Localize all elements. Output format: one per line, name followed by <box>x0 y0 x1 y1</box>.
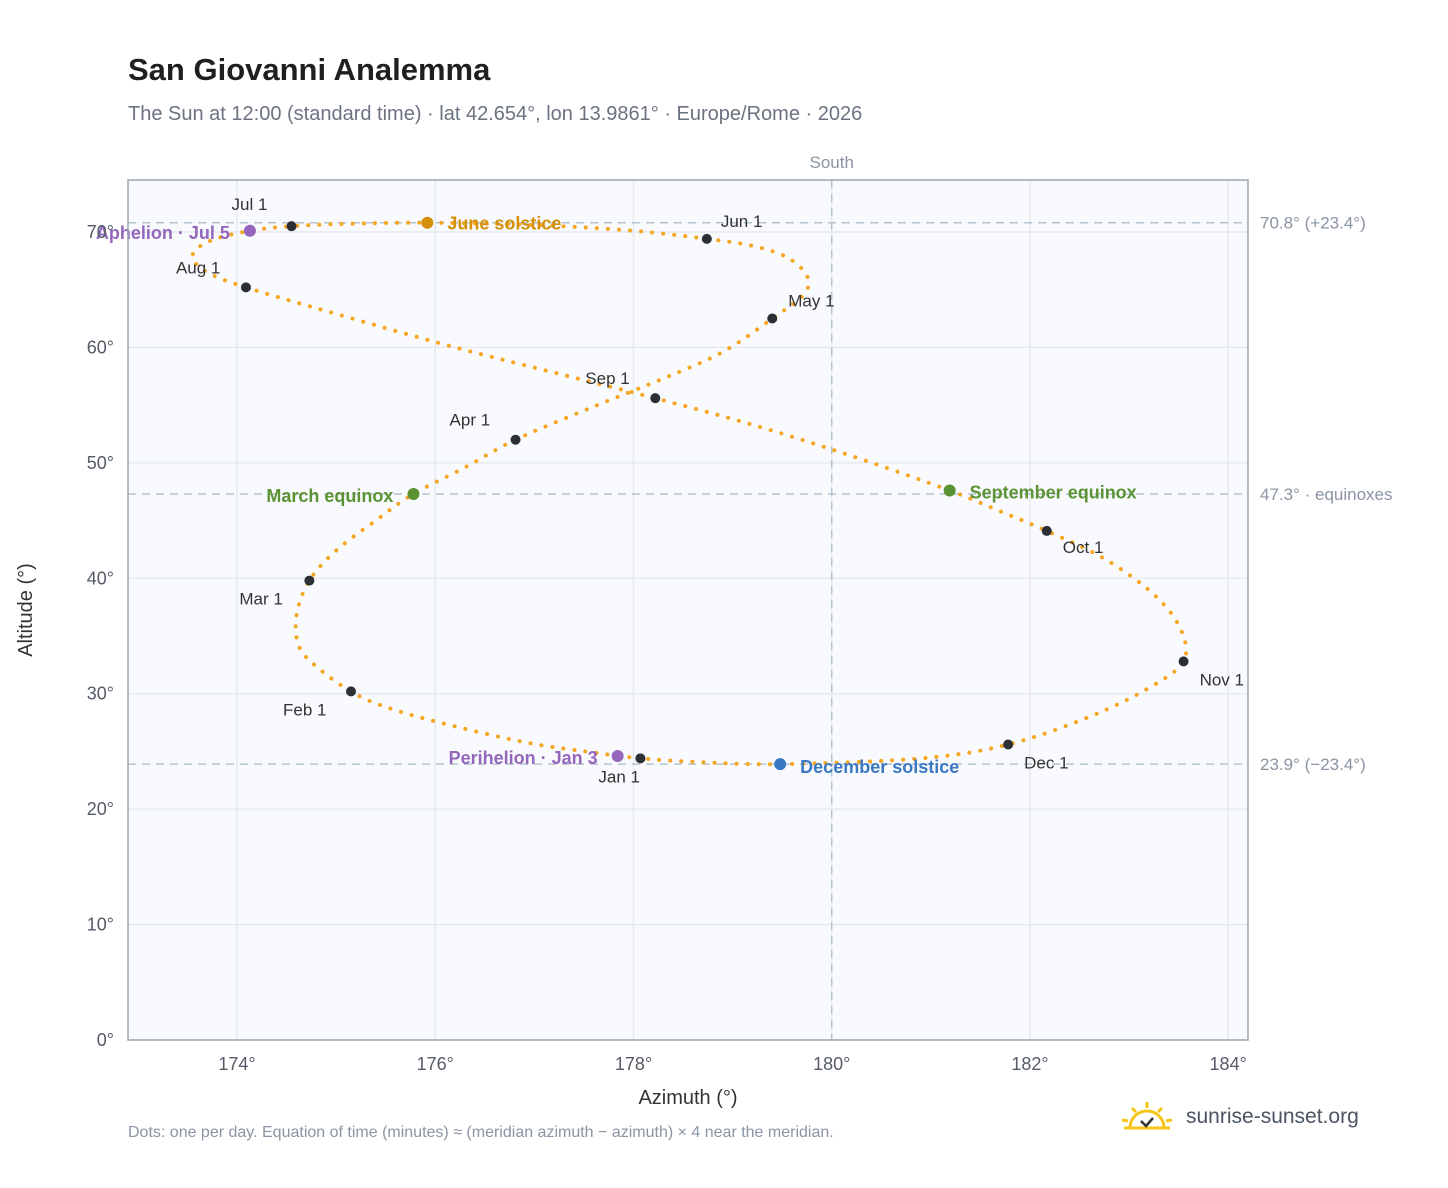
month-label: Apr 1 <box>450 411 491 430</box>
event-label: December solstice <box>800 757 959 777</box>
brand-name: sunrise-sunset.org <box>1186 1105 1359 1128</box>
month-label: Nov 1 <box>1200 670 1244 689</box>
reference-lines: South 70.8° (+23.4°) 47.3° · equinoxes 23.9… <box>128 153 1393 1040</box>
analemma-daily-dots <box>190 220 1189 767</box>
month-dot <box>240 282 251 293</box>
event-dot <box>611 750 624 763</box>
reference-line-label: 23.9° (−23.4°) <box>1260 755 1366 774</box>
month-markers: Jan 1 Feb 1 Mar 1 Apr 1 May 1 Jun 1 Jul 1 Aug 1… <box>176 195 1244 786</box>
month-label: Dec 1 <box>1024 753 1068 772</box>
month-dot <box>510 434 521 445</box>
y-tick-label: 40° <box>87 568 114 588</box>
month-label: Feb 1 <box>283 700 326 719</box>
month-dot <box>304 575 315 586</box>
reference-line-label: 47.3° · equinoxes <box>1260 485 1393 504</box>
y-tick-label: 60° <box>87 337 114 357</box>
sun-logo-icon <box>1121 1102 1173 1130</box>
event-label: March equinox <box>266 486 393 506</box>
month-dot <box>635 753 646 764</box>
y-tick-label: 30° <box>87 684 114 704</box>
y-axis-title: Altitude (°) <box>15 563 37 657</box>
chart-title: San Giovanni Analemma <box>128 52 491 87</box>
reference-line-label: 70.8° (+23.4°) <box>1260 214 1366 233</box>
footnote: Dots: one per day. Equation of time (min… <box>128 1124 834 1141</box>
event-dot <box>421 216 434 229</box>
event-dot <box>943 484 956 497</box>
x-tick-label: 174° <box>218 1054 255 1074</box>
event-markers: June solstice December solstice March equi… <box>96 214 1137 777</box>
x-tick-label: 180° <box>813 1054 850 1074</box>
month-label: May 1 <box>788 292 834 311</box>
month-label: Jul 1 <box>232 195 268 214</box>
month-dot <box>701 233 712 244</box>
month-dot <box>286 221 297 232</box>
month-dot <box>1003 739 1014 750</box>
month-label: Aug 1 <box>176 258 220 277</box>
event-label: Perihelion · Jan 3 <box>449 748 598 768</box>
event-label: Aphelion · Jul 5 <box>96 223 230 243</box>
plot-background <box>128 180 1248 1040</box>
plot-frame <box>127 179 1249 1041</box>
event-dot <box>407 487 420 500</box>
month-label: Jan 1 <box>598 767 640 786</box>
x-tick-label: 184° <box>1210 1054 1247 1074</box>
y-tick-label: 20° <box>87 799 114 819</box>
analemma-curve <box>190 220 1189 767</box>
month-dot <box>767 313 778 324</box>
chart-subtitle: The Sun at 12:00 (standard time) · lat 4… <box>128 103 863 125</box>
month-label: Jun 1 <box>721 212 763 231</box>
y-axis-ticks: 0° 10° 20° 30° 40° 50° 60° 70° <box>87 222 114 1050</box>
y-tick-label: 0° <box>97 1030 114 1050</box>
month-dot <box>1041 525 1052 536</box>
y-tick-label: 70° <box>87 222 114 242</box>
month-label: Mar 1 <box>239 590 282 609</box>
brand[interactable]: sunrise-sunset.org <box>1120 1100 1359 1134</box>
month-dot <box>1178 656 1189 667</box>
x-tick-label: 178° <box>615 1054 652 1074</box>
event-dot <box>243 224 256 237</box>
event-dot <box>774 758 787 771</box>
y-tick-label: 10° <box>87 915 114 935</box>
month-dot <box>650 393 661 404</box>
y-tick-label: 50° <box>87 453 114 473</box>
x-axis-ticks: 174° 176° 178° 180° 182° 184° <box>218 1054 1246 1074</box>
event-label: September equinox <box>970 483 1137 503</box>
month-dot <box>346 686 357 697</box>
x-tick-label: 176° <box>417 1054 454 1074</box>
x-tick-label: 182° <box>1011 1054 1048 1074</box>
month-label: Oct 1 <box>1063 538 1104 557</box>
month-label: Sep 1 <box>585 369 629 388</box>
x-axis-title: Azimuth (°) <box>638 1087 737 1109</box>
meridian-label: South <box>809 153 853 172</box>
event-label: June solstice <box>447 214 561 234</box>
